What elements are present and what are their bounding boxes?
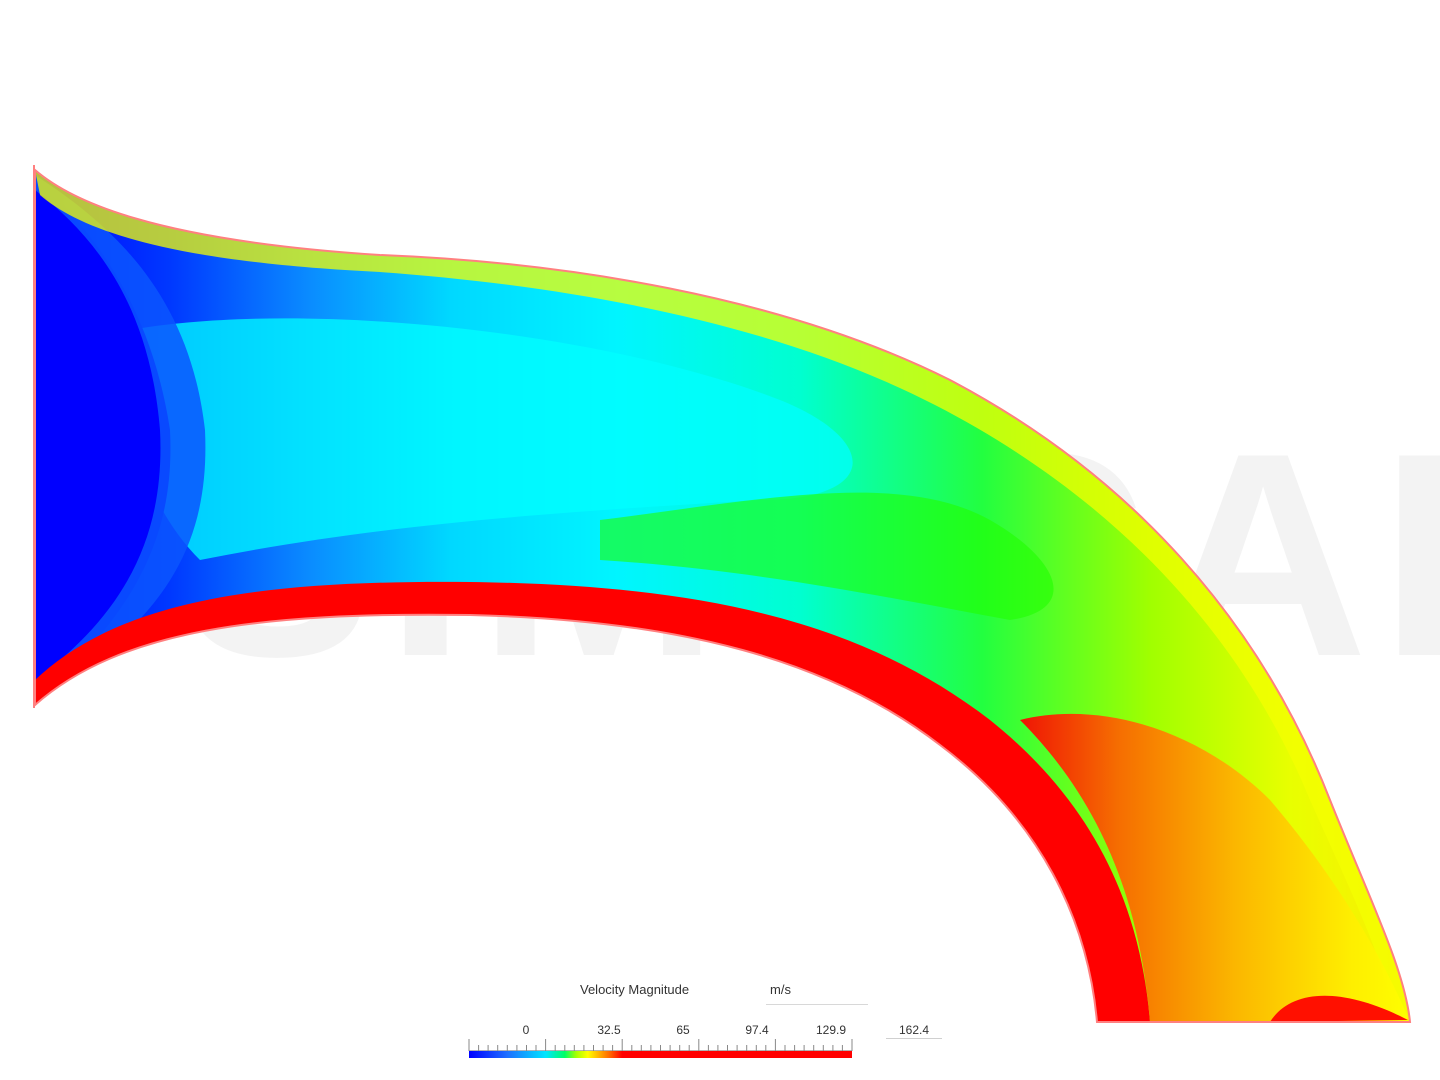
legend-tick-label: 65: [676, 1023, 690, 1037]
color-legend: Velocity Magnitude m/s 0 32.5 65 97.4 12…: [460, 975, 960, 1075]
legend-colorbar: [468, 1039, 853, 1058]
legend-title: Velocity Magnitude: [580, 982, 690, 997]
legend-tick-label: 162.4: [898, 1023, 930, 1037]
contour-inlet-shell: [35, 175, 206, 700]
contour-cyan-band: [127, 318, 853, 560]
legend-tick-label: 32.5: [597, 1023, 621, 1037]
legend-unit: m/s: [770, 982, 791, 997]
legend-max-divider: [886, 1038, 942, 1039]
contour-green-band: [600, 492, 1054, 620]
colorbar-gradient: [469, 1051, 852, 1058]
colorbar-ticks: [468, 1039, 853, 1051]
legend-unit-divider: [766, 1004, 868, 1005]
legend-tick-label: 0: [522, 1023, 530, 1037]
duct-wall-outline: [34, 167, 1412, 1023]
legend-tick-label: 97.4: [745, 1023, 769, 1037]
contour-outlet-hotspot: [1270, 995, 1408, 1022]
contour-inner-wall-layer: [35, 581, 1150, 1022]
legend-tick-label: 129.9: [815, 1023, 847, 1037]
contour-outlet-region: [1020, 713, 1410, 1022]
